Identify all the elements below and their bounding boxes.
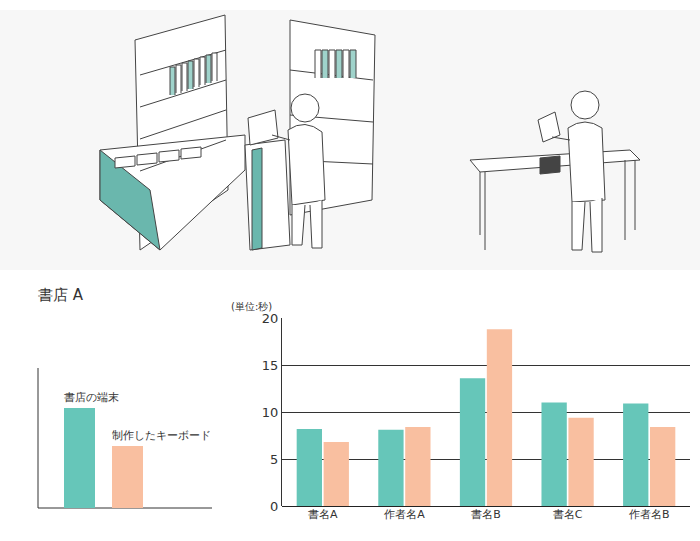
svg-text:作者名B: 作者名B — [628, 508, 670, 521]
svg-text:10: 10 — [262, 405, 279, 420]
svg-text:制作したキーボード: 制作したキーボード — [112, 429, 211, 441]
svg-text:20: 20 — [262, 311, 279, 326]
html-text:書店 A: 書店 A — [38, 286, 83, 304]
svg-text:書名A: 書名A — [308, 508, 338, 521]
svg-text:書名C: 書名C — [553, 508, 583, 521]
svg-text:0: 0 — [270, 499, 278, 514]
svg-text:5: 5 — [270, 452, 278, 467]
svg-text:作者名A: 作者名A — [383, 508, 425, 521]
svg-text:書店の端末: 書店の端末 — [64, 391, 119, 403]
svg-text:(単位:秒): (単位:秒) — [231, 301, 272, 312]
svg-text:書名B: 書名B — [471, 508, 501, 521]
svg-text:15: 15 — [262, 358, 279, 373]
